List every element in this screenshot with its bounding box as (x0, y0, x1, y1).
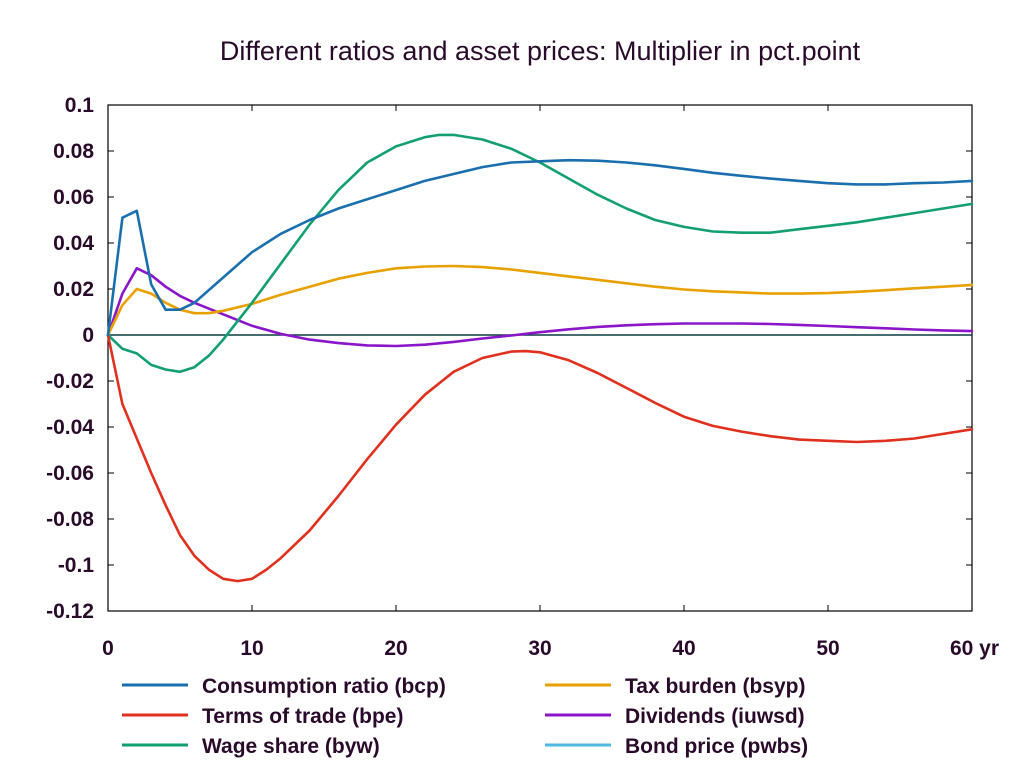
y-tick-label: -0.08 (46, 508, 94, 531)
x-tick-label: 30 (528, 637, 551, 660)
legend-label: Consumption ratio (bcp) (202, 675, 446, 698)
y-tick-label: -0.1 (58, 554, 95, 577)
y-tick-label: -0.06 (46, 462, 94, 485)
y-tick-label: -0.12 (46, 600, 94, 623)
series-line (106, 264, 974, 337)
y-tick-label: 0.04 (53, 232, 94, 255)
x-tick-label: 0 (102, 637, 114, 660)
series-line (106, 133, 974, 374)
legend-label: Bond price (pwbs) (625, 735, 808, 758)
legend: Consumption ratio (bcp) Tax burden (bsyp)… (122, 675, 808, 758)
y-tick-label: 0.1 (65, 94, 95, 117)
y-tick-label: 0.06 (53, 186, 94, 209)
plot-frame (107, 104, 973, 612)
x-tick-label: 60 yr (950, 637, 999, 660)
legend-label: Wage share (byw) (202, 735, 380, 758)
series-line (106, 158, 974, 337)
legend-label: Tax burden (bsyp) (625, 675, 805, 698)
y-tick-label: -0.02 (46, 370, 94, 393)
y-tick-label: 0.02 (53, 278, 94, 301)
legend-label: Terms of trade (bpe) (202, 705, 403, 728)
y-tick-label: -0.04 (46, 416, 94, 439)
x-tick-label: 50 (816, 637, 839, 660)
y-tick-label: 0 (82, 324, 94, 347)
legend-label: Dividends (iuwsd) (625, 705, 805, 728)
x-tick-label: 40 (672, 637, 695, 660)
chart-title: Different ratios and asset prices: Multi… (220, 36, 861, 66)
series-line (106, 267, 974, 348)
series-line (106, 333, 974, 583)
x-tick-label: 10 (240, 637, 263, 660)
y-tick-label: 0.08 (53, 140, 94, 163)
series-lines (106, 133, 974, 583)
x-tick-label: 20 (384, 637, 407, 660)
plot-axes: 0.1 0.08 0.06 0.04 0.02 0 -0.02 -0.04 -0.06 -0.08… (46, 94, 999, 660)
